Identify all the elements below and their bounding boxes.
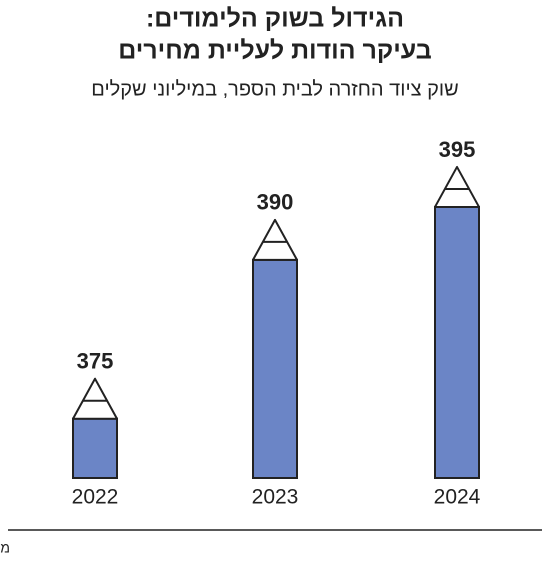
- chart-title: בעיקר הודות לעליית מחירים: [118, 37, 432, 65]
- pencil-tip: [72, 377, 118, 420]
- value-label: 390: [257, 190, 294, 215]
- pencil-tip: [434, 165, 480, 208]
- bar: [72, 417, 118, 479]
- x-tick-label: 2022: [72, 486, 119, 509]
- x-tick-label: 2023: [252, 486, 299, 509]
- bar: [434, 205, 480, 480]
- value-label: 375: [77, 349, 114, 374]
- chart-subtitle: שוק ציוד החזרה לבית הספר, במיליוני שקלים: [91, 78, 458, 100]
- bar: [252, 258, 298, 479]
- chart-title: הגידול בשוק הלימודים:: [146, 5, 404, 33]
- x-tick-label: 2024: [434, 486, 481, 509]
- source: מקור: BDI: [0, 540, 10, 556]
- pencil-tip: [252, 218, 298, 261]
- value-label: 395: [439, 137, 476, 162]
